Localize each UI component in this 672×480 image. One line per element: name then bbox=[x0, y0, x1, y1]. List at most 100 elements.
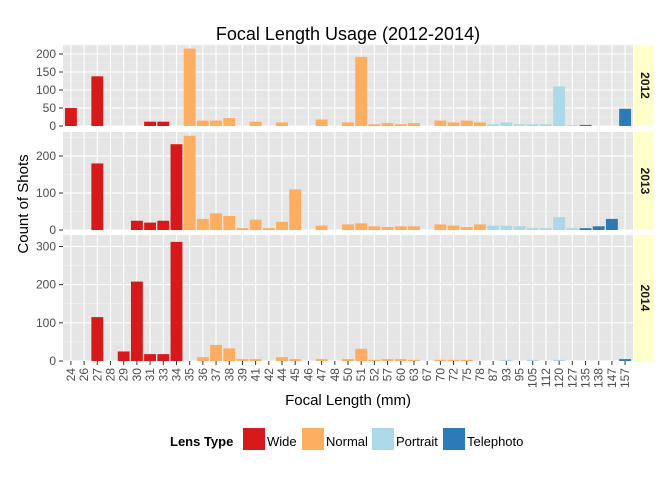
bar-2014-75 bbox=[460, 359, 473, 361]
bar-2012-70 bbox=[434, 120, 447, 126]
x-tick-label: 44 bbox=[275, 368, 289, 382]
bar-2014-60 bbox=[394, 359, 407, 361]
x-tick-label: 48 bbox=[328, 368, 342, 382]
y-axis-title: Count of Shots bbox=[15, 154, 32, 253]
bar-2014-72 bbox=[447, 359, 460, 361]
bar-2014-36 bbox=[196, 357, 209, 361]
bar-2013-95 bbox=[513, 226, 526, 230]
x-tick-label: 42 bbox=[262, 368, 276, 382]
legend-key-portrait bbox=[372, 428, 394, 450]
x-tick-label: 35 bbox=[183, 368, 197, 382]
bar-2012-95 bbox=[513, 124, 526, 126]
bar-2014-63 bbox=[408, 359, 420, 361]
bar-2013-93 bbox=[500, 225, 513, 230]
legend-key-telephoto bbox=[443, 428, 465, 450]
bar-2014-157 bbox=[619, 359, 632, 361]
x-tick-label: 67 bbox=[420, 368, 434, 382]
bar-2014-31 bbox=[144, 354, 157, 361]
bar-2012-50 bbox=[342, 122, 354, 126]
x-tick-label: 112 bbox=[539, 368, 553, 387]
bar-2014-93 bbox=[500, 359, 513, 361]
bar-2013-39 bbox=[236, 228, 249, 230]
bar-2014-120 bbox=[553, 359, 566, 361]
bar-2012-120 bbox=[553, 86, 566, 126]
x-tick-label: 24 bbox=[64, 368, 78, 382]
x-tick-label: 36 bbox=[196, 368, 210, 382]
bar-2012-33 bbox=[157, 121, 170, 126]
legend-label-portrait: Portrait bbox=[396, 434, 438, 449]
bar-2012-44 bbox=[276, 122, 288, 126]
bar-2012-47 bbox=[315, 119, 328, 126]
y-tick-label: 50 bbox=[43, 101, 57, 115]
bar-2013-72 bbox=[447, 225, 460, 230]
legend-key-wide bbox=[243, 428, 265, 450]
x-tick-label: 138 bbox=[592, 368, 606, 388]
bar-2012-24 bbox=[64, 108, 77, 126]
bar-2012-63 bbox=[408, 123, 420, 126]
bar-2014-45 bbox=[289, 359, 302, 361]
x-tick-label: 31 bbox=[143, 368, 157, 382]
bar-2013-38 bbox=[223, 215, 236, 230]
y-tick-label: 300 bbox=[36, 239, 56, 253]
bar-2012-35 bbox=[183, 48, 196, 126]
x-tick-label: 29 bbox=[117, 368, 131, 382]
bar-2012-60 bbox=[394, 124, 407, 126]
bar-2012-87 bbox=[487, 124, 500, 126]
legend-label-telephoto: Telephoto bbox=[467, 434, 523, 449]
bar-2014-29 bbox=[117, 351, 130, 361]
x-tick-label: 147 bbox=[605, 368, 619, 388]
bar-2013-30 bbox=[130, 220, 143, 230]
facet-strip-2012 bbox=[634, 45, 654, 126]
x-tick-label: 26 bbox=[77, 368, 91, 382]
bar-2014-37 bbox=[210, 344, 222, 361]
x-tick-label: 63 bbox=[407, 368, 421, 382]
bar-2013-51 bbox=[355, 223, 368, 230]
y-tick-label: 0 bbox=[49, 223, 56, 237]
x-tick-label: 50 bbox=[341, 368, 355, 382]
bar-2014-44 bbox=[276, 357, 288, 361]
bar-2013-52 bbox=[368, 226, 381, 230]
bar-2014-38 bbox=[223, 348, 236, 361]
facet-panel-2012: 0 50 100 150 200 2012 bbox=[36, 44, 654, 133]
bar-2013-42 bbox=[262, 228, 275, 230]
x-tick-label: 60 bbox=[394, 368, 408, 382]
legend: Lens Type Wide Normal Portrait Telephoto bbox=[170, 428, 523, 450]
bar-2013-60 bbox=[394, 226, 407, 230]
bar-2013-105 bbox=[526, 228, 539, 230]
bar-2012-38 bbox=[223, 118, 236, 126]
bar-2013-127 bbox=[566, 228, 579, 230]
bar-2012-57 bbox=[381, 123, 394, 126]
bar-2013-112 bbox=[539, 228, 552, 230]
bar-2013-70 bbox=[434, 224, 447, 230]
x-tick-label: 105 bbox=[526, 368, 540, 388]
facet-panel-2013: 0 100 200 2013 bbox=[36, 132, 654, 237]
x-tick-label: 27 bbox=[90, 368, 104, 382]
x-tick-label: 70 bbox=[433, 368, 447, 382]
bar-2013-45 bbox=[289, 189, 302, 230]
bar-2012-112 bbox=[539, 124, 552, 126]
bar-2014-47 bbox=[315, 359, 328, 361]
bar-2012-127 bbox=[566, 125, 579, 126]
bar-2012-52 bbox=[368, 124, 381, 126]
bar-2013-120 bbox=[553, 217, 566, 230]
x-tick-label: 57 bbox=[381, 368, 395, 382]
bar-2013-135 bbox=[579, 228, 592, 230]
facet-strip-label: 2012 bbox=[638, 72, 652, 99]
facet-strip-2013 bbox=[634, 132, 654, 230]
bar-2013-75 bbox=[460, 227, 473, 230]
y-tick-label: 100 bbox=[36, 316, 56, 330]
x-tick-label: 46 bbox=[301, 368, 315, 382]
x-axis: 24 26 27 28 29 30 31 33 34 35 36 37 38 39 41 42 44 45 46 47… bbox=[64, 361, 632, 388]
bar-2012-157 bbox=[619, 108, 632, 126]
bar-2012-27 bbox=[91, 76, 104, 126]
bar-2013-34 bbox=[170, 144, 183, 230]
legend-label-normal: Normal bbox=[326, 434, 368, 449]
bar-2012-37 bbox=[210, 120, 222, 126]
y-tick-label: 100 bbox=[36, 186, 56, 200]
facet-strip-label: 2013 bbox=[638, 168, 652, 195]
x-tick-label: 135 bbox=[579, 368, 593, 388]
x-tick-label: 33 bbox=[156, 368, 170, 382]
bar-2013-27 bbox=[91, 163, 104, 230]
y-tick-label: 100 bbox=[36, 83, 56, 97]
bar-2014-27 bbox=[91, 317, 104, 361]
